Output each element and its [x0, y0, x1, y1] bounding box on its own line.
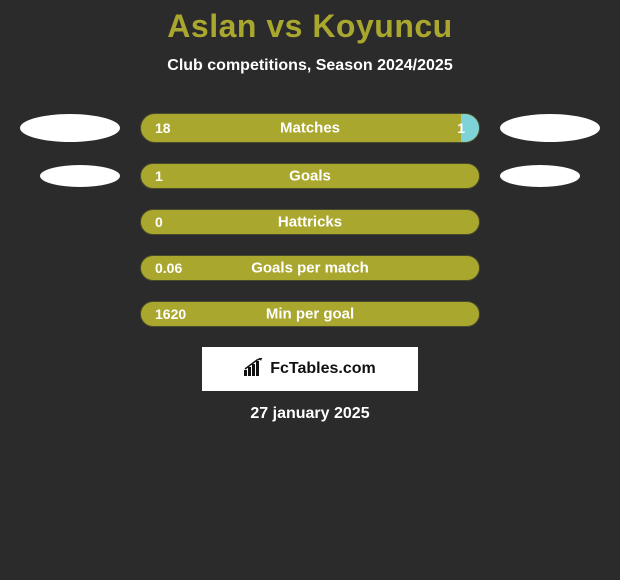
stat-bar: 18 Matches 1: [140, 113, 480, 143]
stat-left-value: 0: [155, 214, 163, 230]
stat-row: 18 Matches 1: [0, 113, 620, 143]
stat-label: Goals per match: [251, 260, 369, 277]
stat-left-value: 0.06: [155, 260, 182, 276]
stat-bar: 0 Hattricks: [140, 209, 480, 235]
player-right-marker: [500, 165, 580, 187]
stat-row: 1620 Min per goal: [0, 301, 620, 327]
stat-bar: 0.06 Goals per match: [140, 255, 480, 281]
stats-comparison-card: Aslan vs Koyuncu Club competitions, Seas…: [0, 0, 620, 423]
brand-text: FcTables.com: [270, 360, 376, 378]
stat-label: Hattricks: [278, 214, 342, 231]
stat-bar: 1 Goals: [140, 163, 480, 189]
stat-left-value: 18: [155, 120, 171, 136]
player-left-marker: [40, 165, 120, 187]
stat-left-value: 1620: [155, 306, 186, 322]
player-left-marker: [20, 114, 120, 142]
bar-chart-icon: [244, 358, 266, 381]
stat-bar: 1620 Min per goal: [140, 301, 480, 327]
stat-row: 0.06 Goals per match: [0, 255, 620, 281]
stat-label: Goals: [289, 168, 331, 185]
page-subtitle: Club competitions, Season 2024/2025: [0, 57, 620, 75]
footer-date: 27 january 2025: [0, 405, 620, 423]
stat-row: 0 Hattricks: [0, 209, 620, 235]
stat-row: 1 Goals: [0, 163, 620, 189]
stat-label: Min per goal: [266, 306, 354, 323]
stat-left-value: 1: [155, 168, 163, 184]
stat-right-value: 1: [457, 120, 465, 136]
player-right-marker: [500, 114, 600, 142]
stat-label: Matches: [280, 120, 340, 137]
brand-badge[interactable]: FcTables.com: [202, 347, 418, 391]
page-title: Aslan vs Koyuncu: [0, 8, 620, 45]
stat-rows: 18 Matches 1 1 Goals 0 Hattricks 0.06 Goals per …: [0, 113, 620, 327]
